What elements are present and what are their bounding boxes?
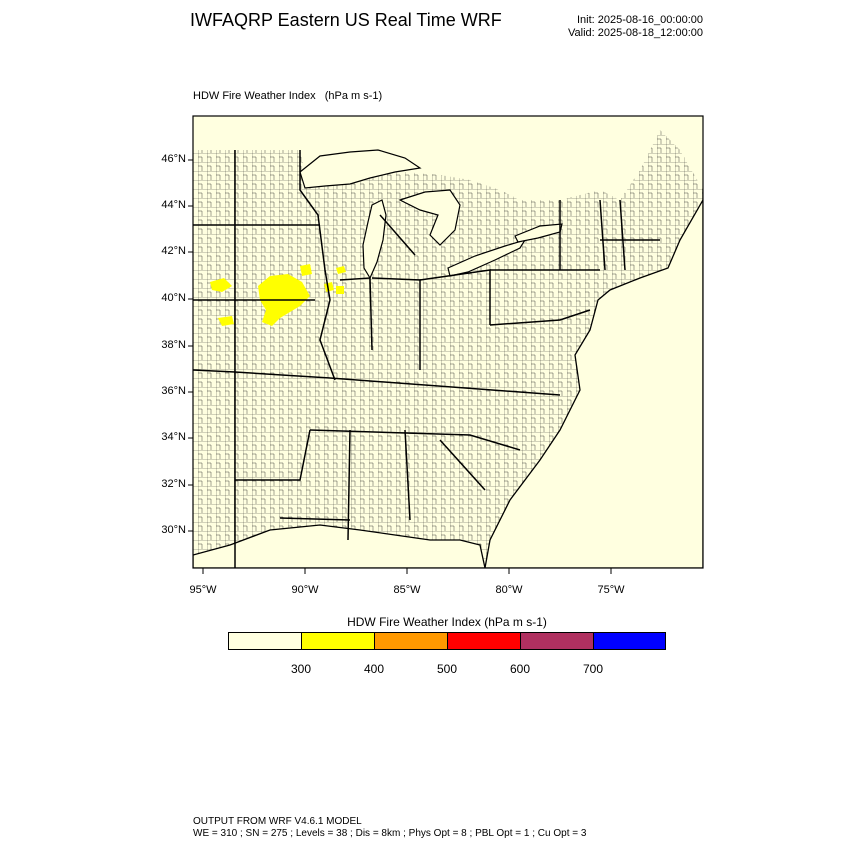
time-info: Init: 2025-08-16_00:00:00 Valid: 2025-08… [560, 14, 703, 40]
atlantic-ocean [484, 198, 703, 568]
lat-label-34: 34°N [161, 431, 186, 443]
state-boundaries [193, 150, 660, 568]
hdw-region-east [324, 282, 334, 292]
footer-line-2: WE = 310 ; SN = 275 ; Levels = 38 ; Dis … [193, 828, 587, 839]
great-lakes [299, 149, 563, 280]
colorbar-bin-4 [447, 632, 521, 650]
lat-label-44: 44°N [161, 199, 186, 211]
hdw-region-ia-east [336, 286, 344, 294]
field-label: HDW Fire Weather Index (hPa m s-1) [193, 90, 382, 102]
lake-michigan [362, 199, 387, 280]
lake-superior [299, 149, 422, 189]
lake-huron [398, 189, 461, 246]
hdw-region-ne [336, 266, 346, 274]
hdw-region-west [210, 278, 232, 292]
colorbar-tick-300: 300 [290, 662, 312, 676]
colorbar-bin-2 [301, 632, 375, 650]
lon-label-85: 85°W [393, 584, 421, 596]
hdw-region-sw [218, 316, 234, 326]
lat-label-40: 40°N [161, 292, 186, 304]
lat-ticks [188, 159, 193, 532]
colorbar-bin-3 [374, 632, 448, 650]
colorbar-tick-400: 400 [363, 662, 385, 676]
field-units: (hPa m s-1) [324, 90, 383, 102]
model-footer: OUTPUT FROM WRF V4.6.1 MODEL WE = 310 ; … [193, 816, 586, 840]
colorbar-bin-6 [593, 632, 666, 650]
plot-title: IWFAQRP Eastern US Real Time WRF [190, 10, 502, 30]
lon-label-75: 75°W [597, 584, 625, 596]
hdw-region-mid [300, 264, 312, 276]
colorbar-tick-700: 700 [582, 662, 604, 676]
colorbar-tick-600: 600 [509, 662, 531, 676]
lat-label-32: 32°N [161, 478, 186, 490]
lat-label-36: 36°N [161, 385, 186, 397]
colorbar-tick-500: 500 [436, 662, 458, 676]
footer-line-1: OUTPUT FROM WRF V4.6.1 MODEL [193, 816, 362, 827]
lat-label-42: 42°N [161, 245, 186, 257]
lat-label-38: 38°N [161, 339, 186, 351]
valid-time: Valid: 2025-08-18_12:00:00 [568, 27, 703, 39]
lon-label-95: 95°W [189, 584, 217, 596]
field-name: HDW Fire Weather Index [193, 90, 316, 102]
map-frame [192, 115, 704, 569]
colorbar-bin-5 [520, 632, 594, 650]
lon-label-90: 90°W [291, 584, 319, 596]
colorbar-bin-1 [228, 632, 302, 650]
lat-label-46: 46°N [161, 153, 186, 165]
gulf-of-mexico [193, 524, 486, 568]
lon-ticks [202, 568, 612, 574]
colorbar-title: HDW Fire Weather Index (hPa m s-1) [347, 615, 547, 629]
lat-label-30: 30°N [161, 524, 186, 536]
init-time: Init: 2025-08-16_00:00:00 [577, 14, 703, 26]
lon-label-80: 80°W [495, 584, 523, 596]
